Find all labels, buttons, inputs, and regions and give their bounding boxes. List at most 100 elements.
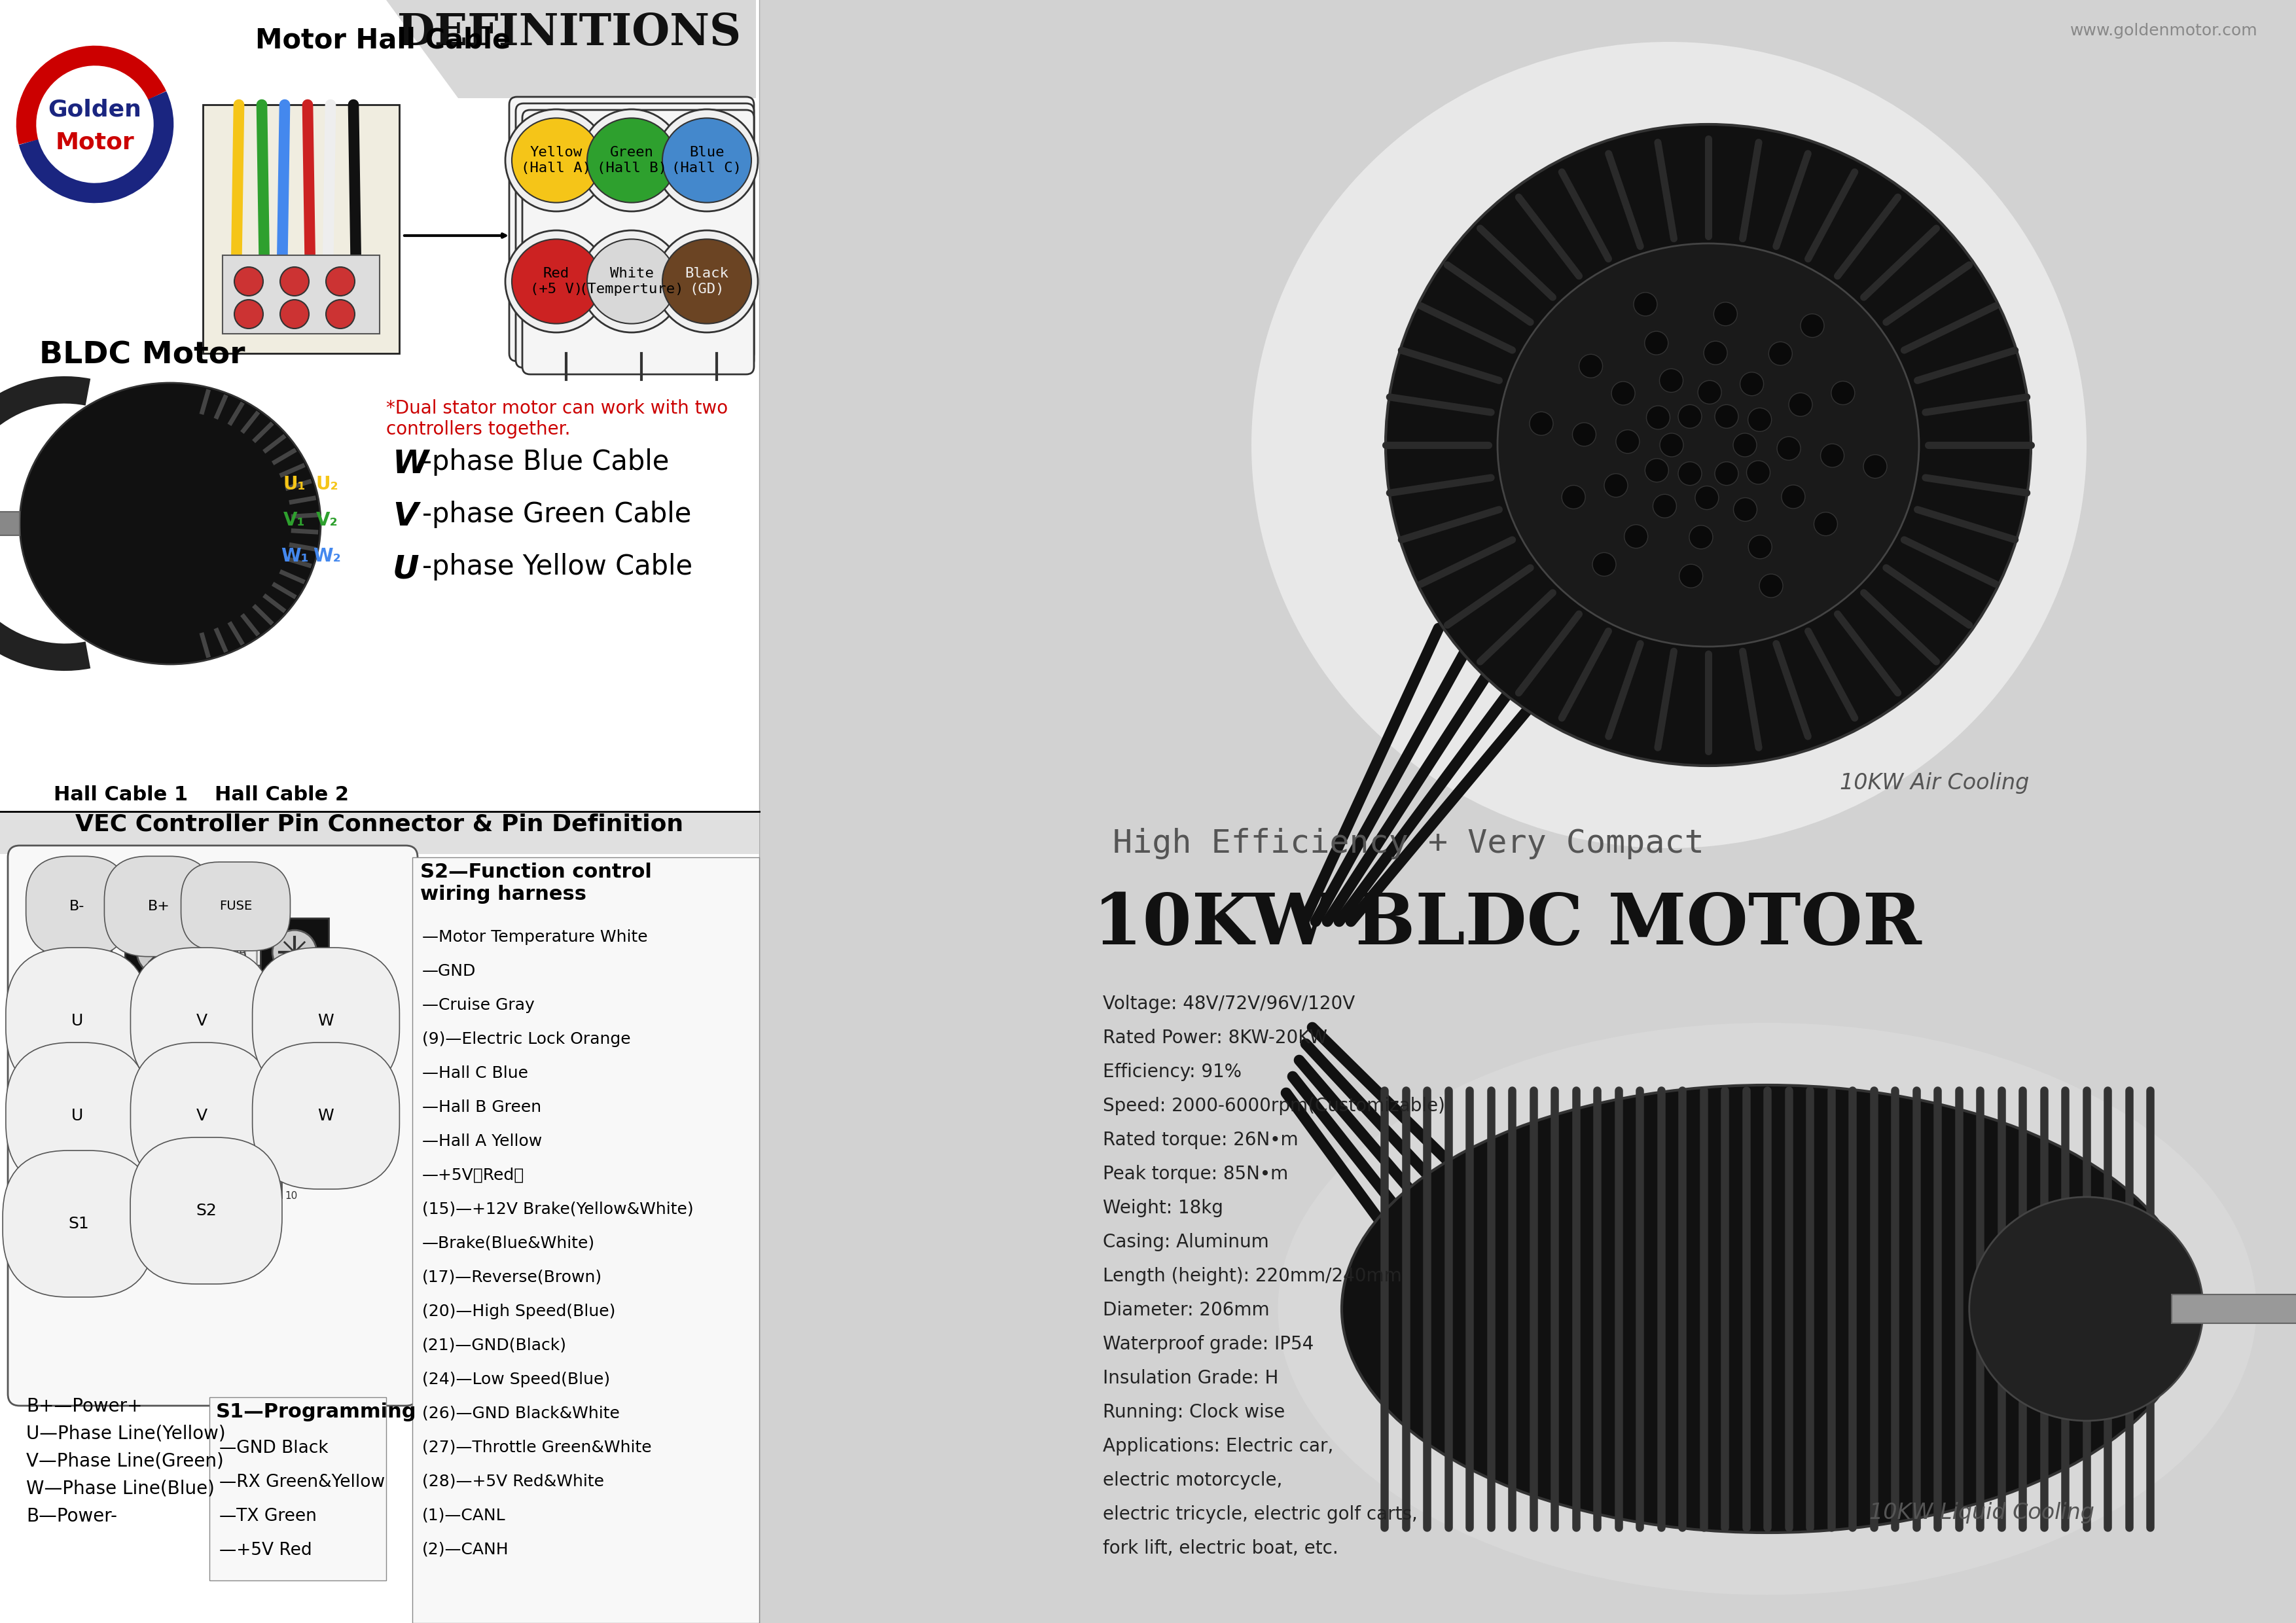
Circle shape: [135, 1185, 142, 1191]
Text: VEC Controller Pin Connector & Pin Definition: VEC Controller Pin Connector & Pin Defin…: [76, 813, 684, 836]
Text: Yellow
(Hall A): Yellow (Hall A): [521, 146, 592, 174]
Circle shape: [87, 1182, 99, 1193]
Text: High Efficiency + Very Compact: High Efficiency + Very Compact: [1114, 828, 1704, 859]
Text: —TX Green: —TX Green: [218, 1508, 317, 1526]
Circle shape: [60, 1182, 69, 1193]
Circle shape: [1678, 404, 1701, 428]
Circle shape: [60, 1164, 69, 1173]
Circle shape: [1593, 552, 1616, 576]
Text: 1: 1: [122, 1191, 129, 1201]
Circle shape: [1768, 342, 1793, 365]
Ellipse shape: [1341, 1086, 2193, 1532]
Circle shape: [280, 268, 310, 295]
Circle shape: [138, 930, 181, 974]
Circle shape: [1715, 463, 1738, 485]
Circle shape: [326, 300, 356, 328]
Bar: [131, 1159, 282, 1198]
Text: 21: 21: [115, 1162, 129, 1172]
Bar: [259, 919, 328, 987]
Circle shape: [73, 1182, 83, 1193]
Circle shape: [1694, 485, 1720, 510]
Circle shape: [581, 109, 682, 211]
Text: (2)—CANH: (2)—CANH: [422, 1542, 510, 1558]
Circle shape: [188, 1185, 195, 1191]
Bar: [0, 511, 21, 536]
Text: electric tricycle, electric golf carts,: electric tricycle, electric golf carts,: [1102, 1505, 1417, 1524]
Circle shape: [1747, 536, 1773, 558]
Bar: [44, 1034, 110, 1102]
Bar: [0, 812, 760, 854]
Text: 4: 4: [76, 1165, 80, 1172]
Circle shape: [1653, 495, 1676, 518]
Ellipse shape: [661, 239, 751, 323]
Circle shape: [1612, 381, 1635, 406]
Text: Length (height): 220mm/240mm: Length (height): 220mm/240mm: [1102, 1268, 1403, 1285]
Circle shape: [214, 1185, 220, 1191]
Text: 10KW Air Cooling: 10KW Air Cooling: [1839, 773, 2030, 794]
Text: W—Phase Line(Blue): W—Phase Line(Blue): [25, 1480, 214, 1498]
Text: V₂: V₂: [317, 511, 338, 529]
Text: (27)—Throttle Green&White: (27)—Throttle Green&White: [422, 1440, 652, 1456]
Circle shape: [1777, 437, 1800, 461]
Circle shape: [1747, 461, 1770, 484]
Circle shape: [657, 109, 758, 211]
Text: 5: 5: [62, 1183, 67, 1190]
Text: (20)—High Speed(Blue): (20)—High Speed(Blue): [422, 1303, 615, 1319]
Circle shape: [1623, 524, 1649, 549]
Circle shape: [227, 1169, 234, 1175]
Circle shape: [280, 300, 310, 328]
Text: Motor Hall Cable: Motor Hall Cable: [255, 26, 510, 54]
Text: S1: S1: [69, 1216, 90, 1232]
FancyBboxPatch shape: [7, 846, 418, 1406]
Text: V—Phase Line(Green): V—Phase Line(Green): [25, 1453, 223, 1470]
Text: U: U: [71, 1013, 83, 1029]
Text: W: W: [317, 1013, 333, 1029]
Text: Rated torque: 26N•m: Rated torque: 26N•m: [1102, 1131, 1297, 1149]
Circle shape: [234, 300, 264, 328]
Text: 11: 11: [115, 1177, 129, 1186]
Circle shape: [1605, 474, 1628, 497]
Text: —Hall A Yellow: —Hall A Yellow: [422, 1133, 542, 1149]
Circle shape: [326, 268, 356, 295]
Text: Red
(+5 V): Red (+5 V): [530, 268, 583, 295]
Bar: [124, 919, 193, 987]
Text: S1—Programming: S1—Programming: [216, 1402, 416, 1422]
Text: U₁: U₁: [282, 476, 305, 493]
Circle shape: [1782, 485, 1805, 508]
Text: Hall Cable 1: Hall Cable 1: [53, 786, 188, 805]
Circle shape: [1759, 575, 1784, 597]
Circle shape: [1660, 433, 1683, 456]
Circle shape: [1646, 406, 1669, 430]
Circle shape: [1704, 341, 1727, 365]
Circle shape: [253, 1185, 259, 1191]
Text: B-: B-: [69, 899, 85, 912]
Bar: [0, 0, 760, 1623]
Circle shape: [1697, 380, 1722, 404]
Text: 30: 30: [285, 1162, 298, 1172]
Text: V: V: [195, 1109, 207, 1123]
Circle shape: [1821, 443, 1844, 467]
Ellipse shape: [1251, 42, 2087, 849]
Text: Weight: 18kg: Weight: 18kg: [1102, 1199, 1224, 1217]
Text: www.goldenmotor.com: www.goldenmotor.com: [2071, 23, 2257, 39]
Text: 3: 3: [76, 1183, 80, 1190]
Circle shape: [505, 109, 608, 211]
Circle shape: [55, 930, 99, 974]
Circle shape: [657, 230, 758, 333]
Text: (9)—Electric Lock Orange: (9)—Electric Lock Orange: [422, 1031, 631, 1047]
Bar: [292, 1034, 360, 1102]
Ellipse shape: [1497, 243, 1919, 646]
Text: 6: 6: [62, 1165, 67, 1172]
Text: (26)—GND Black&White: (26)—GND Black&White: [422, 1406, 620, 1422]
Text: W: W: [393, 448, 429, 480]
Text: —+5V Red: —+5V Red: [218, 1542, 312, 1558]
Text: B+—Power+: B+—Power+: [25, 1397, 142, 1415]
Ellipse shape: [512, 118, 602, 203]
Text: B+: B+: [147, 899, 170, 912]
Circle shape: [161, 1169, 168, 1175]
Text: W₂: W₂: [312, 547, 342, 565]
Text: (28)—+5V Red&White: (28)—+5V Red&White: [422, 1474, 604, 1490]
FancyBboxPatch shape: [209, 1397, 386, 1581]
Text: U: U: [71, 1109, 83, 1123]
Text: U₂: U₂: [317, 476, 338, 493]
